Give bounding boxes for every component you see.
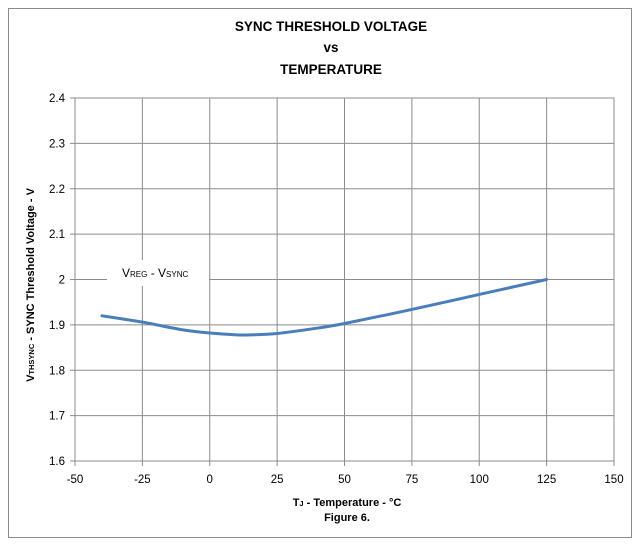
plot-area-border [74,97,615,462]
y-tick-label: 2.2 [49,184,65,196]
x-tick-label: 125 [537,474,556,486]
series-line [100,278,549,337]
y-tick-label: 2.3 [49,138,65,150]
x-tick-label: 50 [338,474,351,486]
y-tick-label: 1.8 [49,365,65,377]
x-tick-label: -50 [67,474,84,486]
x-tick-label: 0 [207,474,213,486]
x-axis-ticks: -50 -25 0 25 50 75 100 125 150 [67,474,624,486]
x-tick-label: 75 [405,474,418,486]
series-label-background [107,260,209,286]
y-tick-label: 2.4 [49,93,66,105]
x-axis-label: TJ - Temperature - °C [293,497,402,509]
x-tick-label: 25 [271,474,284,486]
chart-title-line: TEMPERATURE [280,62,382,77]
series-layer [100,278,549,337]
chart-frame: SYNC THRESHOLD VOLTAGE vs TEMPERATURE -5… [8,8,632,538]
chart-title: SYNC THRESHOLD VOLTAGE vs TEMPERATURE [235,19,427,77]
y-tick-label: 1.6 [49,456,65,468]
x-tick-label: -25 [134,474,151,486]
y-tick-label: 2 [59,275,65,287]
series-label: VREG - VSYNC [107,260,209,286]
series-label-text: VREG - VSYNC [122,266,188,280]
x-tick-label: 100 [470,474,489,486]
y-axis-label: VTHSYNC - SYNC Threshold Voltage - V [25,187,37,381]
chart-title-line: vs [323,40,338,55]
y-axis-ticks: 1.6 1.7 1.8 1.9 2 2.1 2.2 2.3 2.4 [49,93,66,468]
chart-title-line: SYNC THRESHOLD VOLTAGE [235,19,427,34]
x-tick-label: 150 [604,474,623,486]
figure-caption: Figure 6. [324,512,370,524]
y-tick-label: 1.9 [49,320,65,332]
y-tick-label: 1.7 [49,411,65,423]
chart-svg: SYNC THRESHOLD VOLTAGE vs TEMPERATURE -5… [25,19,624,524]
y-tick-label: 2.1 [49,229,65,241]
